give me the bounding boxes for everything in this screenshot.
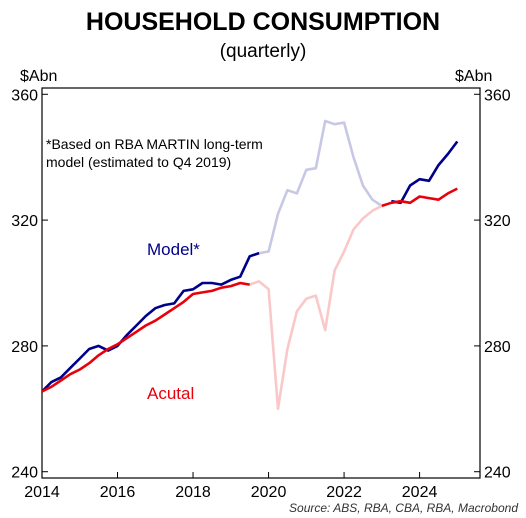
plot-frame [41,87,481,479]
annotation-line-2: model (estimated to Q4 2019) [46,154,231,170]
chart-title: HOUSEHOLD CONSUMPTION [86,8,440,36]
model-line-pre [41,251,260,393]
model-line-faded [258,119,383,255]
y-tick-label-right: 320 [484,213,511,230]
y-tick-label-left: 360 [11,87,38,104]
y-unit-right: $Abn [455,68,492,85]
chart-subtitle: (quarterly) [220,41,307,62]
actual-line-pre [41,281,250,393]
series-label-model: Model* [147,240,200,259]
solid-series-group [41,140,459,393]
actual-line-post [381,187,458,208]
x-tick-label: 2022 [326,484,362,501]
y-tick-label-left: 320 [11,213,38,230]
x-tick-label: 2014 [24,484,60,501]
faded-series-group [249,119,383,411]
model-line-post [391,140,459,205]
annotation-line-1: *Based on RBA MARTIN long-term [46,136,263,152]
source-note: Source: ABS, RBA, CBA, RBA, Macrobond [289,501,518,515]
y-tick-label-right: 360 [484,87,511,104]
x-tick-label: 2024 [402,484,438,501]
x-tick-label: 2018 [175,484,211,501]
y-tick-label-right: 240 [484,465,511,482]
y-tick-label-right: 280 [484,339,511,356]
x-tick-label: 2020 [251,484,287,501]
axes-group: 240 240 280 280 320 320 360 360 2014 2016 2018 2020… [11,87,511,501]
y-tick-label-left: 280 [11,339,38,356]
y-unit-left: $Abn [20,68,57,85]
series-label-actual: Acutal [147,384,194,403]
actual-line-faded [249,204,383,411]
y-tick-label-left: 240 [11,465,38,482]
x-tick-label: 2016 [100,484,136,501]
